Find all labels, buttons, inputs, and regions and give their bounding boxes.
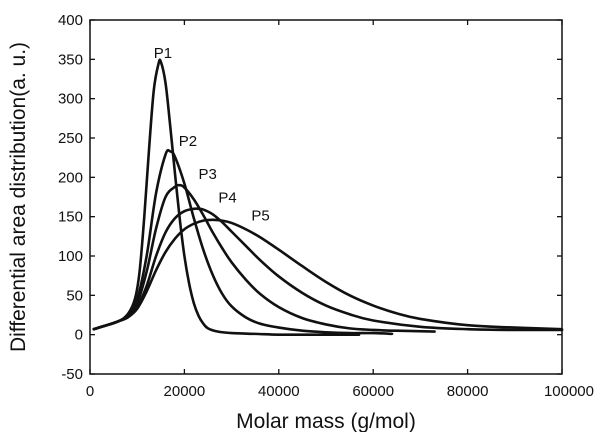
y-tick-label: 250 (58, 130, 83, 147)
y-axis-title: Differential area distribution(a. u.) (7, 42, 30, 352)
series-line-p5 (92, 218, 564, 331)
series-label-p2: P2 (179, 133, 197, 150)
x-tick-label: 100000 (544, 383, 594, 400)
y-tick-label: 0 (75, 327, 83, 344)
y-tick-label: 200 (58, 169, 83, 186)
x-tick-label: 40000 (258, 383, 300, 400)
series-label-p1: P1 (154, 45, 172, 62)
x-tick-label: 80000 (447, 383, 489, 400)
x-tick-label: 20000 (164, 383, 206, 400)
y-tick-label: 300 (58, 91, 83, 108)
y-tick-label: 100 (58, 248, 83, 265)
x-tick-label: 0 (86, 383, 94, 400)
series-line-p3 (92, 183, 436, 333)
curves-layer (92, 58, 564, 337)
y-tick-label: 350 (58, 51, 83, 68)
series-line-p2 (92, 148, 394, 336)
series-line-p4 (92, 207, 564, 332)
series-label-p3: P3 (199, 166, 217, 183)
x-axis-title: Molar mass (g/mol) (236, 410, 416, 432)
axes-layer: 0 20000 40000 60000 80000 100000-500501001502… (58, 12, 594, 400)
series-line-p1 (92, 58, 361, 337)
x-tick-label: 60000 (352, 383, 394, 400)
series-label-p5: P5 (251, 208, 269, 225)
y-tick-label: 150 (58, 209, 83, 226)
y-tick-label: 50 (66, 287, 83, 304)
y-tick-label: 400 (58, 12, 83, 29)
y-tick-label: -50 (61, 366, 83, 383)
plot-frame (89, 19, 563, 375)
series-label-p4: P4 (218, 190, 236, 207)
